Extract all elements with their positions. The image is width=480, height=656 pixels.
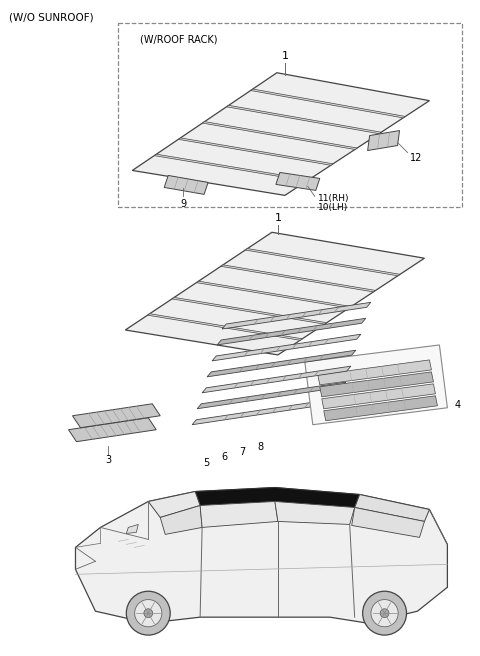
- Polygon shape: [207, 350, 356, 377]
- Polygon shape: [69, 418, 156, 441]
- Circle shape: [363, 591, 407, 635]
- Polygon shape: [72, 404, 160, 428]
- Text: 1: 1: [275, 213, 281, 223]
- Text: 12: 12: [409, 154, 422, 163]
- Polygon shape: [355, 495, 430, 522]
- Circle shape: [135, 600, 162, 626]
- Text: 8: 8: [257, 441, 263, 451]
- Polygon shape: [318, 360, 432, 385]
- Polygon shape: [125, 232, 424, 355]
- Text: 11(RH): 11(RH): [318, 194, 349, 203]
- Polygon shape: [322, 384, 435, 409]
- Polygon shape: [251, 89, 405, 118]
- Polygon shape: [196, 281, 351, 308]
- Polygon shape: [200, 501, 278, 527]
- Polygon shape: [324, 396, 437, 420]
- Polygon shape: [179, 138, 333, 165]
- Circle shape: [371, 600, 398, 626]
- Text: 4: 4: [455, 400, 460, 410]
- Polygon shape: [320, 372, 433, 397]
- Polygon shape: [275, 501, 355, 524]
- Polygon shape: [276, 173, 320, 190]
- Polygon shape: [212, 334, 361, 361]
- Text: (W/ROOF RACK): (W/ROOF RACK): [140, 35, 218, 45]
- Polygon shape: [132, 73, 430, 195]
- Polygon shape: [154, 154, 309, 181]
- Polygon shape: [148, 491, 200, 518]
- Polygon shape: [352, 508, 424, 537]
- Text: 6: 6: [221, 451, 227, 462]
- Polygon shape: [245, 249, 400, 276]
- Polygon shape: [217, 318, 366, 345]
- Polygon shape: [368, 131, 399, 150]
- Polygon shape: [221, 265, 376, 292]
- Text: 1: 1: [281, 51, 288, 61]
- Polygon shape: [126, 524, 138, 533]
- Polygon shape: [195, 487, 360, 508]
- Polygon shape: [160, 506, 202, 535]
- Polygon shape: [227, 106, 381, 134]
- Polygon shape: [203, 121, 357, 150]
- Polygon shape: [147, 314, 302, 340]
- Text: 7: 7: [239, 447, 245, 457]
- Polygon shape: [164, 175, 208, 194]
- Polygon shape: [222, 302, 371, 329]
- Polygon shape: [172, 297, 327, 324]
- Circle shape: [380, 609, 389, 617]
- Text: (W/O SUNROOF): (W/O SUNROOF): [9, 13, 93, 23]
- Polygon shape: [305, 345, 447, 424]
- Circle shape: [126, 591, 170, 635]
- Polygon shape: [75, 487, 447, 623]
- Polygon shape: [197, 382, 346, 409]
- Text: 5: 5: [203, 458, 209, 468]
- Polygon shape: [192, 398, 341, 424]
- Polygon shape: [202, 366, 351, 393]
- Text: 10(LH): 10(LH): [318, 203, 348, 212]
- Circle shape: [144, 609, 153, 617]
- Text: 3: 3: [105, 455, 111, 464]
- Text: 9: 9: [180, 199, 186, 209]
